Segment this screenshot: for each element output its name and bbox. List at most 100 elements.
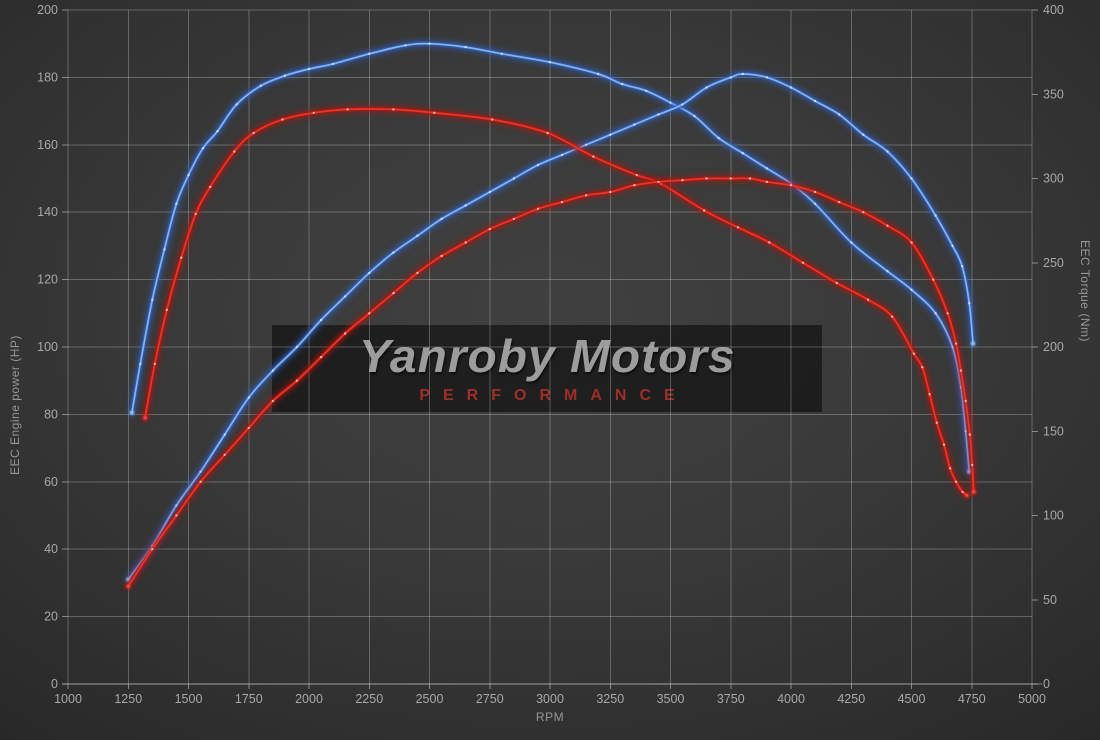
y-right-tick-label: 0 xyxy=(1043,677,1050,691)
series-torque-original-marker xyxy=(392,108,395,111)
x-tick-label: 3000 xyxy=(536,692,564,706)
series-torque-modified-marker xyxy=(645,89,648,93)
series-torque-original-marker xyxy=(942,443,946,446)
series-power-modified-endpoint xyxy=(125,576,131,583)
left-axis-title: EEC Engine power (HP) xyxy=(8,335,22,475)
x-tick-label: 2500 xyxy=(416,692,444,706)
series-torque-modified-marker xyxy=(151,298,154,301)
series-power-original-marker xyxy=(959,369,963,372)
series-torque-original-marker xyxy=(736,226,740,229)
series-power-original-endpoint xyxy=(971,489,977,495)
series-torque-original-marker xyxy=(153,362,156,366)
x-tick-label: 4000 xyxy=(777,692,805,706)
series-torque-modified-marker xyxy=(216,130,219,133)
y-left-tick-label: 40 xyxy=(44,542,58,556)
y-left-tick-label: 80 xyxy=(44,407,58,421)
series-torque-modified-marker xyxy=(163,248,166,251)
series-torque-original xyxy=(141,105,971,500)
series-power-original-marker xyxy=(127,585,130,588)
series-torque-original-endpoint xyxy=(142,415,148,421)
series-torque-modified-marker xyxy=(130,411,134,414)
series-power-original-marker xyxy=(440,254,443,258)
series-torque-original-marker xyxy=(928,393,931,396)
y-right-tick-label: 200 xyxy=(1043,340,1064,354)
y-left-tick-label: 20 xyxy=(44,610,58,624)
series-torque-modified-marker xyxy=(959,386,963,389)
series-torque-modified-marker xyxy=(693,115,696,118)
x-tick-label: 2000 xyxy=(295,692,323,706)
series-power-original-marker xyxy=(932,278,935,281)
series-power-original-marker xyxy=(175,514,178,517)
series-torque-original-marker xyxy=(143,416,147,419)
series-torque-original-marker xyxy=(935,421,938,424)
series-power-original-marker xyxy=(954,342,958,345)
series-power-modified-marker xyxy=(440,217,443,221)
series-power-modified-marker xyxy=(789,86,793,89)
watermark-brand-text: Yanroby Motors xyxy=(358,329,736,382)
series-torque-modified-marker xyxy=(669,101,672,104)
x-tick-label: 1750 xyxy=(235,692,263,706)
series-torque-original-marker xyxy=(835,281,838,285)
x-tick-label: 4750 xyxy=(958,692,986,706)
series-torque-original-marker xyxy=(921,366,924,369)
series-torque-modified-marker xyxy=(968,470,971,473)
series-torque-modified-marker xyxy=(964,430,967,433)
x-tick-label: 5000 xyxy=(1018,692,1046,706)
series-torque-original-marker xyxy=(961,490,964,494)
series-power-modified-marker xyxy=(609,133,612,136)
series-power-original-marker xyxy=(862,211,865,214)
y-right-tick-label: 400 xyxy=(1043,3,1064,17)
series-power-modified-marker xyxy=(934,214,937,217)
series-power-original-marker xyxy=(910,241,913,244)
series-torque-modified-marker xyxy=(789,182,793,185)
series-power-modified-marker xyxy=(971,342,975,345)
series-power-modified-marker xyxy=(633,123,636,126)
y-right-tick-label: 100 xyxy=(1043,509,1064,523)
y-right-tick-label: 50 xyxy=(1043,593,1057,607)
series-power-modified-marker xyxy=(813,99,817,103)
series-power-original-marker xyxy=(151,548,154,551)
y-left-tick-label: 120 xyxy=(37,273,58,287)
series-power-original-marker xyxy=(464,241,467,244)
series-power-modified-marker xyxy=(175,504,178,507)
x-tick-label: 1250 xyxy=(114,692,142,706)
series-torque-modified-marker xyxy=(187,173,190,177)
series-power-modified-marker xyxy=(127,578,130,581)
series-power-original-marker xyxy=(536,207,540,210)
series-torque-original-glow xyxy=(141,105,971,500)
series-torque-original-marker xyxy=(233,150,236,153)
series-power-modified-marker xyxy=(319,318,323,322)
series-torque-original-marker xyxy=(954,480,958,483)
series-power-modified-marker xyxy=(838,113,841,116)
x-tick-label: 3500 xyxy=(657,692,685,706)
series-torque-original-marker xyxy=(312,111,315,115)
right-axis-title: EEC Torque (Nm) xyxy=(1078,240,1092,342)
series-power-modified-marker xyxy=(951,244,954,248)
watermark-box: Yanroby Motors PERFORMANCE xyxy=(272,325,822,412)
series-power-original-marker xyxy=(705,177,708,180)
series-power-modified-marker xyxy=(343,295,347,298)
series-power-original-marker xyxy=(512,217,516,221)
series-power-modified-marker xyxy=(765,76,769,79)
series-power-original-marker xyxy=(968,433,971,436)
series-torque-original-marker xyxy=(659,182,663,185)
series-torque-modified-marker xyxy=(886,270,889,273)
series-power-modified-marker xyxy=(910,177,913,180)
series-power-original-marker xyxy=(368,312,371,315)
series-power-original-marker xyxy=(972,490,975,494)
series-torque-modified-marker xyxy=(597,72,600,76)
series-power-modified-marker xyxy=(199,470,202,473)
series-power-modified-marker xyxy=(681,103,684,106)
series-torque-original-marker xyxy=(209,185,212,189)
series-power-modified-marker xyxy=(968,302,971,305)
series-power-original-marker xyxy=(657,180,660,184)
series-power-modified-marker xyxy=(416,234,419,237)
series-torque-modified-marker xyxy=(235,103,238,106)
x-tick-label: 4500 xyxy=(898,692,926,706)
series-power-modified-marker xyxy=(223,433,226,436)
x-tick-label: 3250 xyxy=(596,692,624,706)
series-power-original-marker xyxy=(946,312,949,315)
series-torque-modified-marker xyxy=(201,147,205,150)
series-torque-modified-marker xyxy=(717,136,720,140)
